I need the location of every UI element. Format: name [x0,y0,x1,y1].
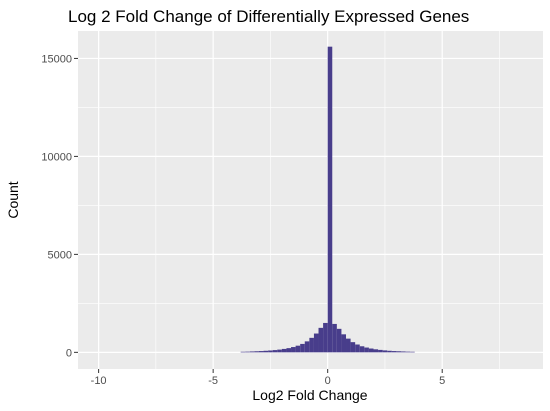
histogram-bar [286,348,292,353]
histogram-bar [254,351,259,353]
histogram-bar [350,342,356,353]
histogram-bar [300,343,305,353]
x-tick-label: -10 [91,375,107,387]
histogram-bar [249,351,255,353]
histogram-bar [364,347,369,353]
histogram-bar [323,322,328,353]
histogram-bars [240,46,415,353]
histogram-bar [313,333,319,353]
histogram-bar [396,351,401,353]
histogram-bar [281,348,287,353]
histogram-bar [245,351,250,353]
histogram-bar [400,351,406,353]
histogram-bar [268,350,273,353]
histogram-bar [359,346,365,353]
histogram-bar [327,46,333,353]
x-tick-label: 0 [325,375,331,387]
histogram-bar [355,344,360,353]
x-tick-label: 5 [439,375,445,387]
histogram-bar [272,350,278,353]
histogram-bar [304,341,310,353]
histogram-bar [378,349,383,353]
y-tick-label: 15000 [41,53,72,65]
histogram-bar [382,350,388,353]
x-tick-label: -5 [208,375,218,387]
histogram-bar [405,351,411,353]
x-axis-ticks: -10 -5 0 5 [91,369,445,387]
histogram-bar [346,338,351,353]
plot-panel [78,31,543,369]
histogram-bar [318,327,324,353]
histogram-bar [341,334,347,353]
y-tick-label: 5000 [48,249,72,261]
chart-title: Log 2 Fold Change of Differentially Expr… [68,7,469,26]
x-axis-title: Log2 Fold Change [252,387,367,403]
y-tick-label: 10000 [41,151,72,163]
y-axis-ticks: 0 5000 10000 15000 [41,53,78,359]
histogram-bar [309,337,314,353]
histogram-bar [291,347,296,353]
histogram-bar [336,328,342,353]
histogram-bar [263,350,269,353]
y-tick-label: 0 [66,347,72,359]
histogram-bar [277,349,282,353]
y-axis-title: Count [5,181,21,218]
histogram-bar [391,351,397,353]
histogram-bar [258,351,264,353]
histogram-bar [373,349,379,353]
histogram-bar [332,323,337,353]
histogram-bar [368,348,374,353]
histogram-bar [410,351,415,353]
grid-minor [78,31,543,369]
histogram-bar [240,351,246,353]
histogram-bar [295,345,301,353]
histogram-bar [387,350,392,353]
